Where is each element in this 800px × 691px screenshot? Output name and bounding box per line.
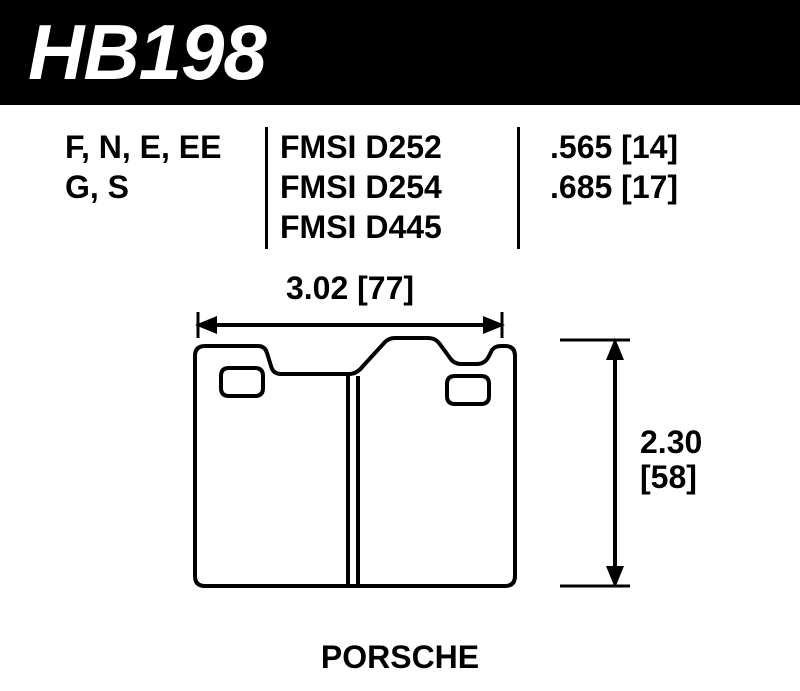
fmsi-code: FMSI D254 <box>280 167 517 207</box>
height-value: 2.30 [58] <box>640 425 702 495</box>
thickness-value: .565 [14] <box>550 127 717 167</box>
thickness-column: .565 [14] .685 [17] <box>532 127 717 249</box>
compounds-line: F, N, E, EE <box>65 127 265 167</box>
width-value: 3.02 [77] <box>286 270 414 306</box>
fmsi-column: FMSI D252 FMSI D254 FMSI D445 <box>280 127 517 249</box>
fmsi-code: FMSI D445 <box>280 207 517 247</box>
vehicle-brand: PORSCHE <box>0 639 800 676</box>
height-inches: 2.30 <box>640 425 702 460</box>
fmsi-code: FMSI D252 <box>280 127 517 167</box>
part-number: HB198 <box>28 7 266 98</box>
height-dimension: 2.30 [58] <box>560 320 710 590</box>
height-mm: [58] <box>640 460 702 495</box>
compounds-line: G, S <box>65 167 265 207</box>
brake-pad-diagram: 3.02 [77] <box>0 270 800 630</box>
specs-row: F, N, E, EE G, S FMSI D252 FMSI D254 FMS… <box>0 105 800 249</box>
brake-pad-shape <box>185 336 525 596</box>
header-bar: HB198 <box>0 0 800 105</box>
compounds-column: F, N, E, EE G, S <box>65 127 265 249</box>
height-arrow-icon <box>560 320 635 600</box>
column-divider <box>517 127 520 249</box>
column-divider <box>265 127 268 249</box>
width-dimension: 3.02 [77] <box>195 270 505 307</box>
thickness-value: .685 [17] <box>550 167 717 207</box>
